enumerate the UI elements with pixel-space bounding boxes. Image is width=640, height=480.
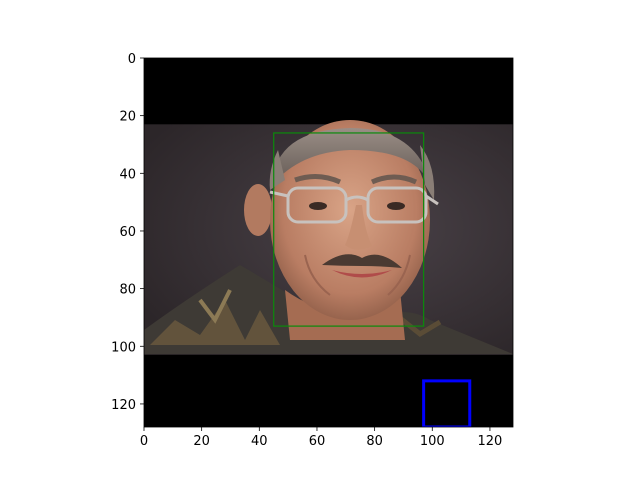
x-tick-label: 40 bbox=[251, 434, 268, 449]
x-tick-label: 120 bbox=[478, 434, 503, 449]
face-bounding-box bbox=[273, 132, 425, 327]
x-tick-label: 20 bbox=[193, 434, 210, 449]
x-axis-ticks: 0 20 40 60 80 100 120 bbox=[140, 427, 502, 449]
blue-bounding-box bbox=[422, 379, 472, 427]
x-tick-label: 0 bbox=[140, 434, 148, 449]
y-axis-ticks: 0 20 40 60 80 100 120 bbox=[111, 52, 144, 413]
image-axes bbox=[143, 57, 514, 428]
x-tick-label: 80 bbox=[366, 434, 383, 449]
x-tick-label: 60 bbox=[309, 434, 326, 449]
y-tick-label: 120 bbox=[111, 398, 136, 413]
axes-frame bbox=[143, 57, 514, 428]
portrait-photo bbox=[144, 120, 513, 355]
y-tick-label: 60 bbox=[119, 225, 136, 240]
y-tick-label: 80 bbox=[119, 283, 136, 298]
y-tick-label: 40 bbox=[119, 167, 136, 182]
y-tick-label: 100 bbox=[111, 340, 136, 355]
y-tick-label: 0 bbox=[128, 52, 136, 67]
x-tick-label: 100 bbox=[420, 434, 445, 449]
y-tick-label: 20 bbox=[119, 110, 136, 125]
